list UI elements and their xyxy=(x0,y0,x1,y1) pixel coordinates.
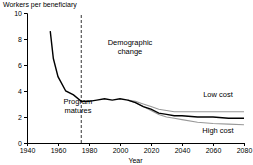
annotation-line: matures xyxy=(64,106,91,115)
x-tick: 1980 xyxy=(82,143,98,154)
series-line xyxy=(50,31,244,118)
y-tick: 6 xyxy=(18,62,27,69)
x-tick: 2000 xyxy=(113,143,129,154)
x-tick-mark xyxy=(120,143,121,146)
y-tick: 4 xyxy=(18,88,27,95)
reference-line xyxy=(81,13,82,143)
x-tick: 2060 xyxy=(206,143,222,154)
x-tick-mark xyxy=(89,143,90,146)
x-tick: 2020 xyxy=(144,143,160,154)
y-tick-mark xyxy=(24,65,27,66)
series-line xyxy=(128,100,244,125)
y-axis-title: Workers per beneficiary xyxy=(3,1,77,9)
annotation: Programmatures xyxy=(64,97,93,115)
x-tick-label: 1980 xyxy=(82,147,98,154)
y-tick: 2 xyxy=(18,114,27,121)
x-tick-label: 1940 xyxy=(20,147,36,154)
y-tick: 8 xyxy=(18,36,27,43)
x-tick-mark xyxy=(182,143,183,146)
x-tick-mark xyxy=(244,143,245,146)
y-tick-mark xyxy=(24,117,27,118)
x-tick-label: 2060 xyxy=(206,147,222,154)
x-tick-mark xyxy=(213,143,214,146)
chart: 1940 1960 1980 2000 2020 2040 2060 2080 0 2 4 6 8 10W… xyxy=(0,0,253,165)
y-tick: 0 xyxy=(18,140,27,147)
y-tick: 10 xyxy=(14,10,27,17)
y-tick-mark xyxy=(24,13,27,14)
x-tick-label: 2040 xyxy=(175,147,191,154)
y-axis: 0 2 4 6 8 10 xyxy=(14,10,27,147)
y-tick-label: 8 xyxy=(18,36,22,43)
annotation-line: change xyxy=(118,47,143,56)
series-label: High cost xyxy=(202,126,234,135)
y-tick-label: 10 xyxy=(14,10,22,17)
x-axis: 1940 1960 1980 2000 2020 2040 2060 2080 xyxy=(20,143,253,154)
x-tick: 1960 xyxy=(51,143,67,154)
y-tick-mark xyxy=(24,143,27,144)
series-line xyxy=(128,100,244,112)
y-axis-line xyxy=(24,14,28,144)
y-tick-label: 0 xyxy=(18,140,22,147)
x-tick: 1940 xyxy=(20,143,36,154)
x-tick: 2040 xyxy=(175,143,191,154)
annotation: Demographicchange xyxy=(108,38,153,56)
y-tick-mark xyxy=(24,91,27,92)
series-label: Low cost xyxy=(203,90,234,99)
x-tick-label: 2080 xyxy=(237,147,253,154)
x-tick-label: 2000 xyxy=(113,147,129,154)
x-tick-label: 2020 xyxy=(144,147,160,154)
x-tick: 2080 xyxy=(237,143,253,154)
x-axis-title: Year xyxy=(128,157,143,164)
x-tick-mark xyxy=(151,143,152,146)
y-tick-label: 6 xyxy=(18,62,22,69)
x-tick-mark xyxy=(58,143,59,146)
annotation-line: Program xyxy=(64,97,93,106)
annotation-line: Demographic xyxy=(108,38,153,47)
y-tick-mark xyxy=(24,39,27,40)
x-axis-line xyxy=(28,144,245,147)
x-tick-label: 1960 xyxy=(51,147,67,154)
y-tick-label: 2 xyxy=(18,114,22,121)
plot-area xyxy=(50,13,244,143)
y-tick-label: 4 xyxy=(18,88,22,95)
